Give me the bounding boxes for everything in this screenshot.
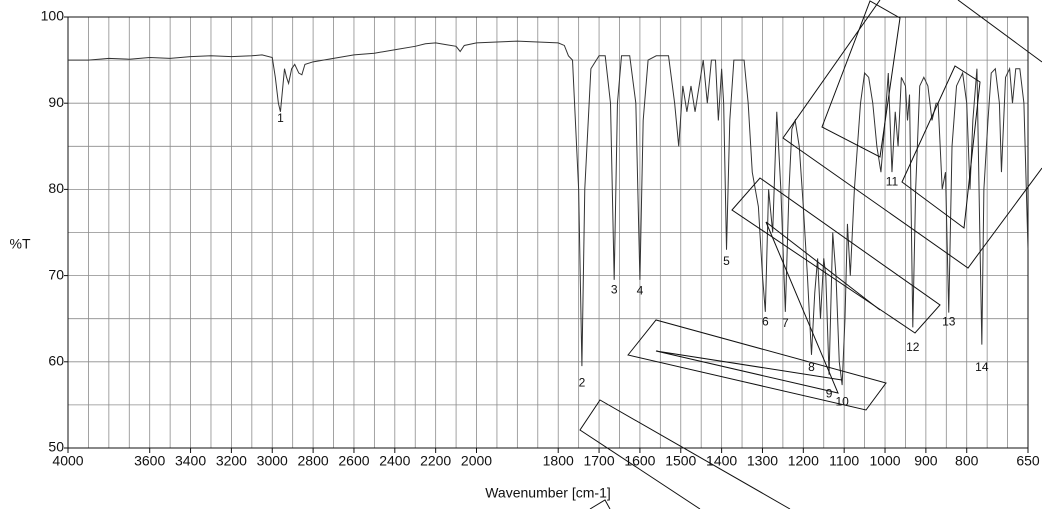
x-tick-label: 650 [1016, 453, 1040, 469]
peak-label: 14 [975, 360, 989, 374]
x-tick-label: 1800 [543, 453, 574, 469]
x-tick-label: 1600 [624, 453, 655, 469]
x-tick-label: 1000 [869, 453, 900, 469]
x-tick-label: 1700 [583, 453, 614, 469]
overlay-outline [901, 65, 981, 229]
y-tick-label: 70 [48, 266, 64, 282]
x-tick-label: 3000 [257, 453, 288, 469]
overlay-outline [655, 221, 843, 394]
overlay-outline [957, 0, 1042, 63]
y-tick-label: 50 [48, 439, 64, 455]
overlay-outline [589, 499, 611, 510]
overlay-outline [765, 221, 881, 311]
peak-label: 7 [782, 316, 789, 330]
y-tick-label: 100 [41, 8, 65, 24]
overlay-outline [782, 0, 1042, 269]
overlay-outline [731, 177, 941, 334]
x-tick-label: 2400 [379, 453, 410, 469]
x-tick-label: 800 [955, 453, 979, 469]
x-tick-label: 3600 [134, 453, 165, 469]
peak-label: 3 [611, 282, 618, 296]
x-tick-label: 4000 [52, 453, 83, 469]
overlay-outline [821, 0, 901, 158]
x-tick-label: 3200 [216, 453, 247, 469]
x-tick-label: 2200 [420, 453, 451, 469]
y-axis-label: %T [10, 236, 31, 252]
x-tick-label: 2000 [461, 453, 492, 469]
spectrum-line [68, 40, 1029, 386]
peak-label: 2 [579, 376, 586, 390]
x-tick-label: 1200 [788, 453, 819, 469]
y-tick-label: 90 [48, 94, 64, 110]
y-tick-label: 80 [48, 180, 64, 196]
x-tick-label: 1100 [829, 453, 859, 469]
x-tick-label: 1300 [747, 453, 778, 469]
peak-label: 8 [808, 360, 815, 374]
peak-label: 4 [637, 283, 644, 297]
peak-label: 11 [886, 175, 899, 189]
x-tick-label: 1500 [665, 453, 696, 469]
peak-label: 9 [826, 387, 833, 401]
peak-label: 1 [277, 111, 284, 125]
x-tick-label: 2600 [338, 453, 369, 469]
peak-label: 6 [762, 314, 769, 328]
x-tick-label: 2800 [298, 453, 329, 469]
peak-label: 5 [723, 254, 730, 268]
x-tick-label: 3400 [175, 453, 206, 469]
overlay-outline [579, 399, 791, 510]
x-tick-label: 900 [914, 453, 938, 469]
peak-label: 12 [906, 340, 920, 354]
peak-label: 13 [942, 314, 956, 328]
y-tick-label: 60 [48, 353, 64, 369]
x-tick-label: 1400 [706, 453, 737, 469]
x-axis-label: Wavenumber [cm-1] [485, 485, 611, 501]
overlay-shapes [579, 0, 1042, 510]
peak-label: 10 [835, 394, 849, 408]
overlay-outline [627, 319, 887, 411]
